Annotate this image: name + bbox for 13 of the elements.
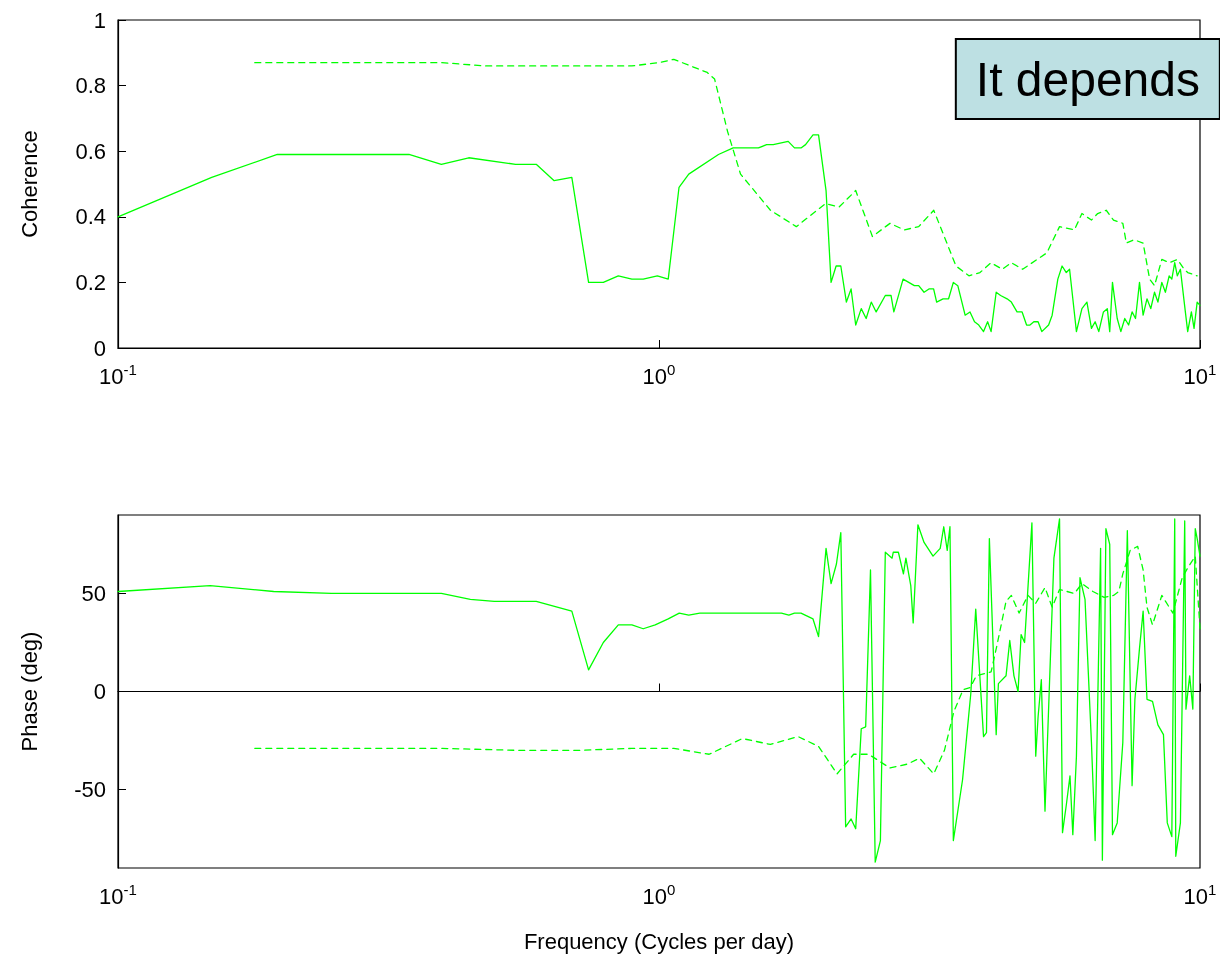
- y-tick-label: 0: [93, 335, 106, 361]
- x-axis-title: Frequency (Cycles per day): [523, 928, 795, 954]
- y-tick-label: 0.6: [75, 138, 106, 164]
- y-tick-label: 0.8: [75, 73, 106, 99]
- y-tick-label: -50: [74, 777, 106, 803]
- y-tick-label: 0: [93, 679, 106, 704]
- y-axis-title: Coherence: [16, 130, 42, 238]
- y-tick-label: 0.2: [75, 269, 106, 295]
- y-axis-title: Phase (deg): [16, 631, 42, 752]
- y-tick-label: 50: [81, 580, 106, 606]
- y-tick-label: 1: [93, 7, 106, 33]
- annotation: It depends: [975, 52, 1201, 106]
- y-tick-label: 0.4: [75, 204, 106, 230]
